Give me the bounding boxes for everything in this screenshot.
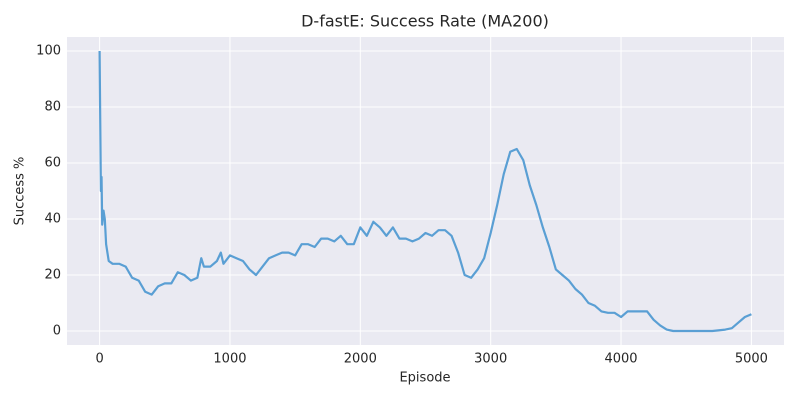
x-tick-label: 4000 <box>604 352 637 367</box>
x-axis-label: Episode <box>399 371 450 386</box>
plot-area <box>67 37 784 345</box>
x-tick-label: 3000 <box>474 352 507 367</box>
y-tick-label: 20 <box>44 268 61 283</box>
y-tick-label: 60 <box>44 156 61 171</box>
line <box>98 50 752 333</box>
x-tick-label: 5000 <box>735 352 768 367</box>
y-tick-label: 0 <box>53 324 61 339</box>
chart-title: D-fastE: Success Rate (MA200) <box>301 12 549 31</box>
x-tick-label: 2000 <box>344 352 377 367</box>
y-tick-label: 80 <box>44 100 61 115</box>
x-tick-label: 1000 <box>213 352 246 367</box>
x-tick-label: 0 <box>95 352 103 367</box>
y-axis-label: Success % <box>13 157 28 226</box>
y-tick-label: 40 <box>44 212 61 227</box>
y-tick-label: 100 <box>36 44 61 59</box>
